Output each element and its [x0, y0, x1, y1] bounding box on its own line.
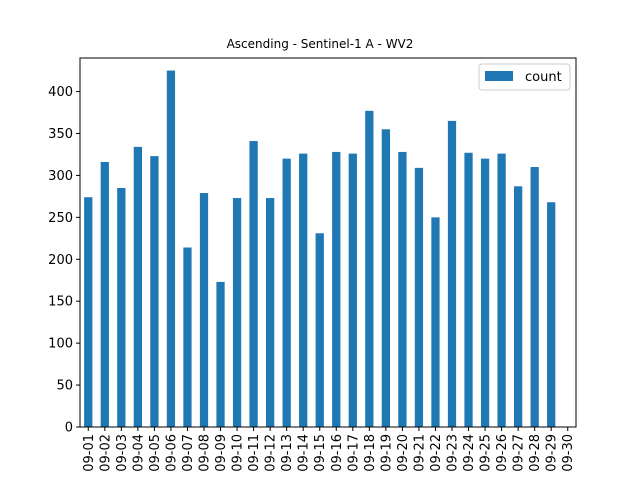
bar-09-22 [431, 217, 440, 427]
x-tick-label: 09-02 [98, 434, 113, 472]
x-tick-label: 09-22 [429, 434, 444, 472]
chart-title: Ascending - Sentinel-1 A - WV2 [227, 37, 414, 51]
y-tick-label: 300 [48, 169, 73, 184]
y-tick-label: 350 [48, 127, 73, 142]
bar-09-13 [282, 158, 291, 428]
bar-09-01 [84, 197, 93, 427]
x-tick-label: 09-10 [231, 434, 246, 472]
bar-09-20 [398, 151, 407, 427]
x-tick-label: 09-12 [264, 434, 279, 472]
x-tick-label: 09-23 [446, 434, 461, 472]
x-tick-label: 09-30 [561, 434, 576, 472]
bar-09-29 [547, 202, 556, 427]
bar-09-15 [315, 233, 324, 427]
x-tick-label: 09-28 [528, 434, 543, 472]
bar-09-12 [266, 198, 275, 427]
plot-frame [79, 57, 577, 428]
y-tick-label: 50 [56, 379, 73, 394]
bar-09-14 [299, 153, 308, 427]
x-tick-label: 09-18 [363, 434, 378, 472]
legend-swatch [485, 71, 513, 81]
bar-09-23 [447, 120, 457, 427]
bar-09-06 [166, 70, 176, 428]
legend-label: count [525, 70, 562, 85]
x-tick-label: 09-29 [545, 434, 560, 472]
bar-09-07 [183, 247, 192, 427]
x-tick-label: 09-16 [330, 434, 345, 472]
bar-09-09 [216, 281, 225, 427]
x-tick-label: 09-13 [280, 434, 295, 472]
x-tick-label: 09-25 [479, 434, 494, 472]
bar-09-19 [381, 129, 390, 427]
bar-09-27 [514, 186, 523, 427]
bar-09-03 [117, 187, 126, 427]
bar-09-25 [480, 158, 490, 428]
bar-09-11 [249, 141, 258, 427]
y-tick-label: 100 [48, 337, 73, 352]
bar-09-26 [497, 153, 506, 427]
y-tick-label: 400 [48, 85, 73, 100]
bar-09-17 [348, 153, 357, 427]
bar-09-21 [414, 167, 424, 427]
x-tick-label: 09-26 [495, 434, 510, 472]
bar-09-04 [133, 146, 142, 428]
bar-09-18 [365, 110, 374, 427]
x-tick-label: 09-01 [82, 434, 97, 472]
x-tick-label: 09-15 [313, 434, 328, 472]
x-tick-label: 09-11 [247, 434, 262, 472]
bar-09-10 [232, 198, 242, 427]
legend: count [478, 63, 571, 91]
x-tick-label: 09-19 [379, 434, 394, 472]
x-tick-label: 09-07 [181, 434, 196, 472]
y-tick-label: 250 [48, 211, 73, 226]
x-tick-label: 09-03 [115, 434, 130, 472]
x-tick-label: 09-20 [396, 434, 411, 472]
y-tick-label: 150 [48, 295, 73, 310]
y-tick-label: 200 [48, 253, 73, 268]
x-tick-label: 09-09 [214, 434, 229, 472]
bar-09-24 [464, 152, 473, 427]
x-tick-label: 09-06 [164, 434, 179, 472]
x-tick-label: 09-17 [346, 434, 361, 472]
bar-09-08 [199, 193, 209, 427]
x-tick-label: 09-05 [148, 434, 163, 472]
x-tick-label: 09-24 [462, 434, 477, 472]
x-tick-label: 09-04 [131, 434, 146, 472]
x-tick-label: 09-27 [512, 434, 527, 472]
x-tick-label: 09-08 [198, 434, 213, 472]
bar-09-05 [150, 156, 159, 427]
x-tick-label: 09-21 [412, 434, 427, 472]
y-tick-label: 0 [65, 421, 73, 436]
bar-09-28 [530, 167, 539, 428]
x-tick-label: 09-14 [297, 434, 312, 472]
bar-09-16 [332, 151, 341, 427]
bar-09-02 [100, 161, 109, 427]
